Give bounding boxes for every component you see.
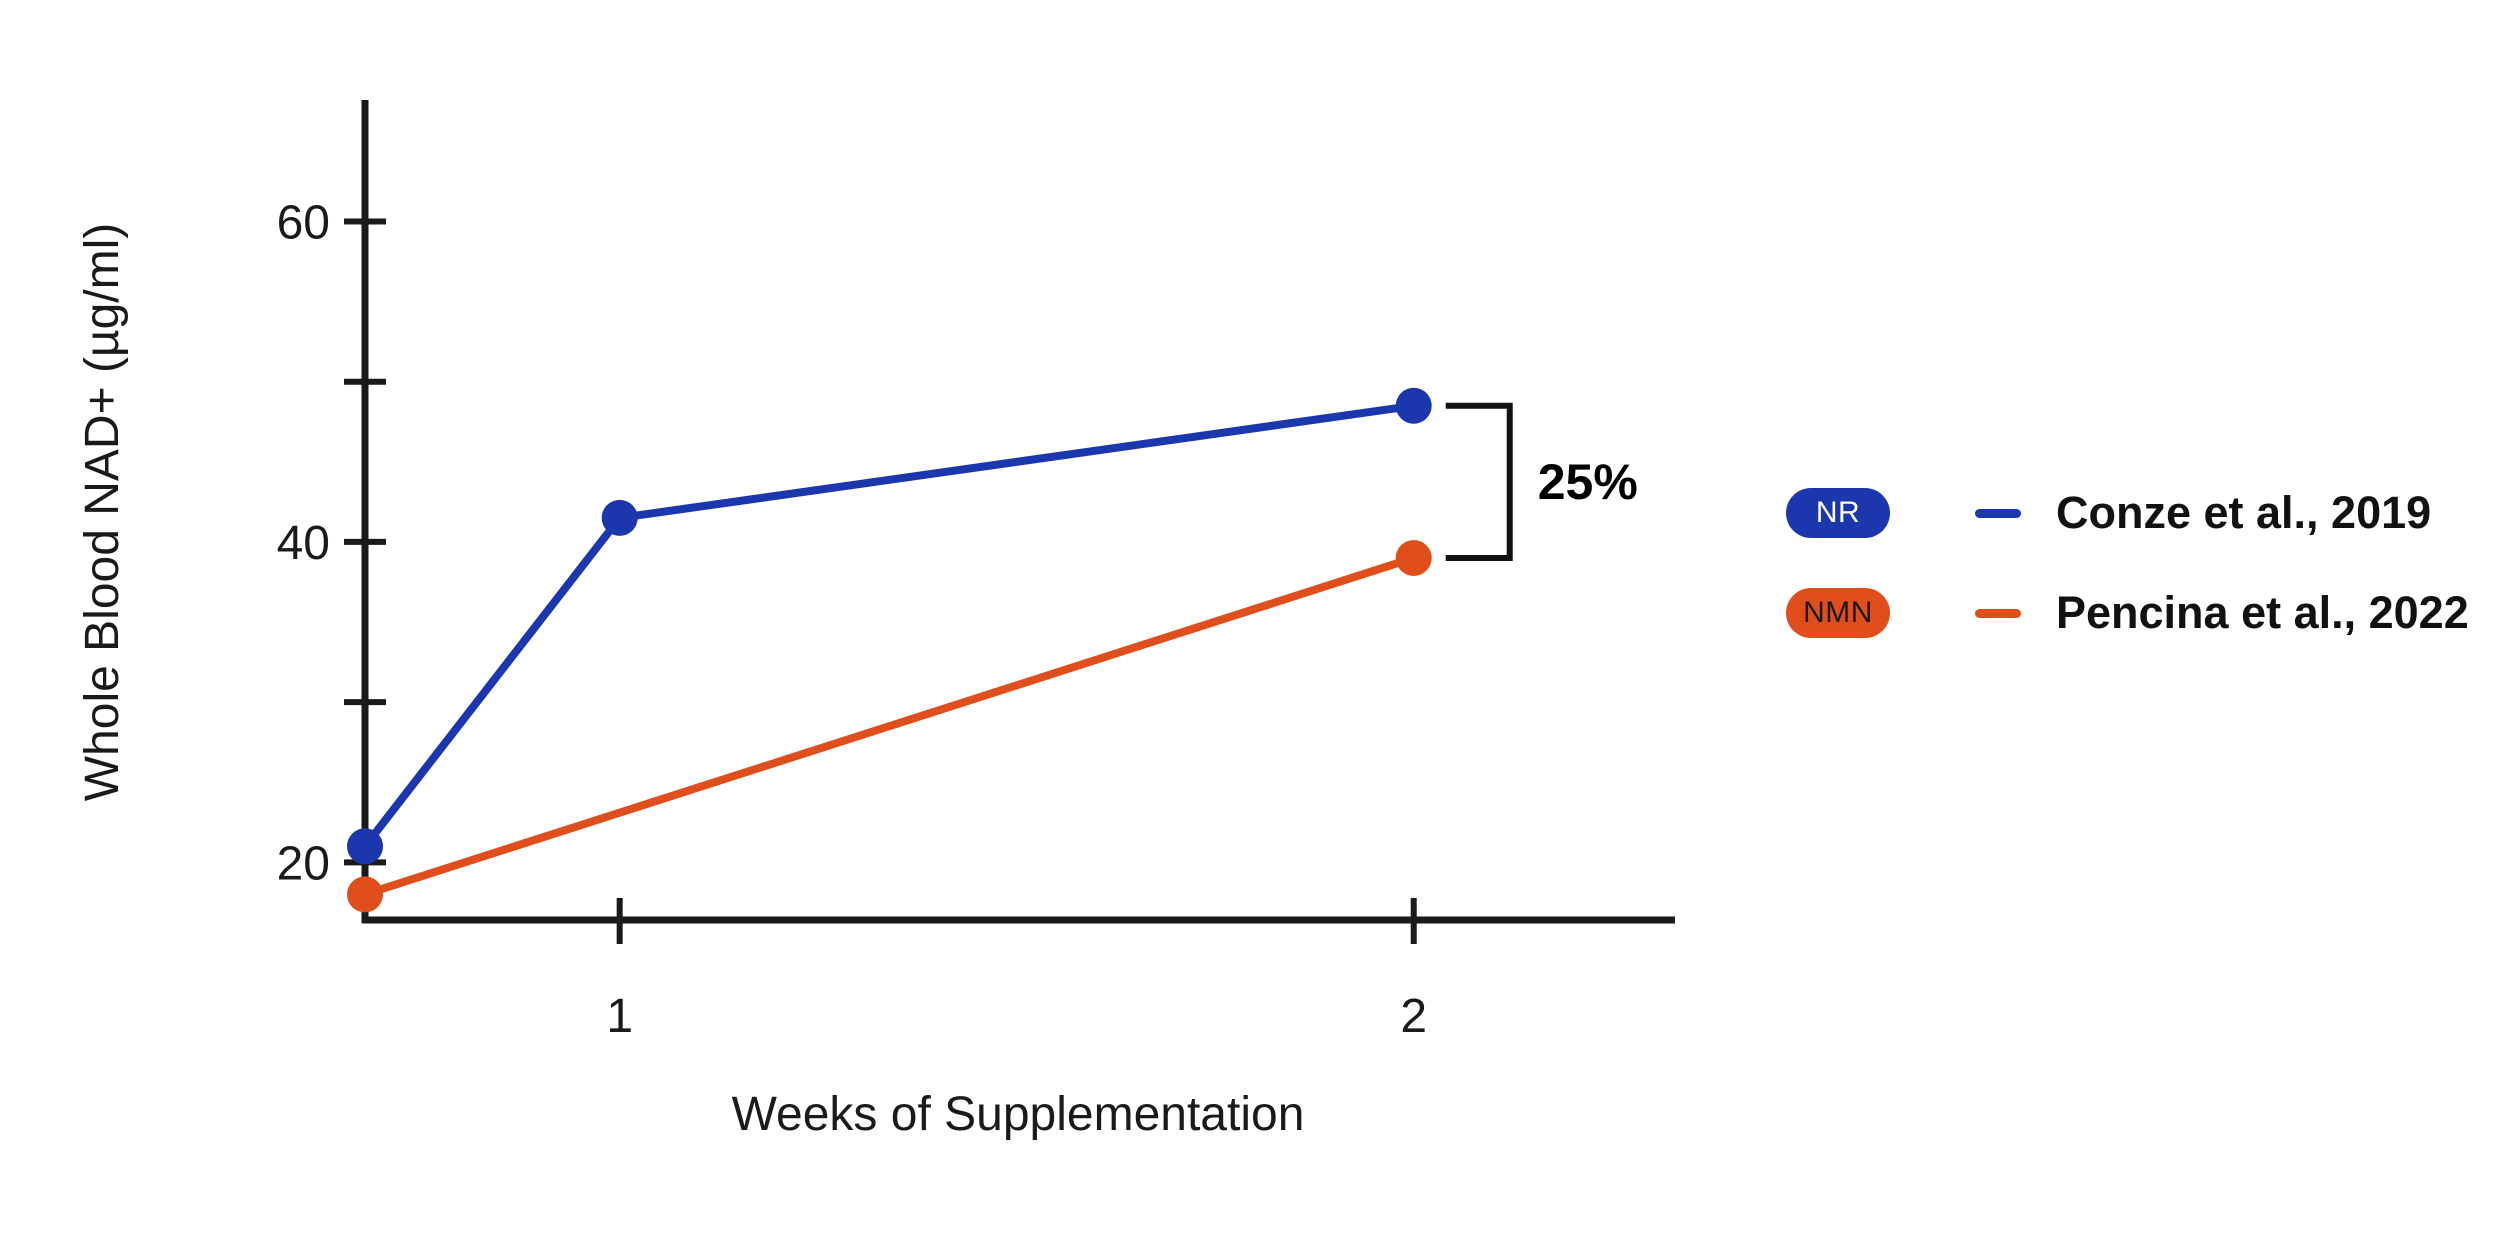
nr-line-swatch [1975, 508, 2021, 518]
legend-item-nr: NR Conze et al., 2019 [1786, 487, 2469, 538]
nmn-line-swatch [1975, 608, 2021, 618]
nmn-badge: NMN [1786, 588, 1890, 638]
nr-badge: NR [1786, 488, 1890, 538]
nr-line [361, 401, 1418, 851]
y-tick-label: 60 [277, 197, 330, 250]
nr-marker-week-0 [347, 828, 383, 865]
chart-legend: NR Conze et al., 2019 NMN Pencina et al.… [1786, 487, 2469, 638]
nr-citation: Conze et al., 2019 [2056, 487, 2432, 538]
nmn-line [361, 553, 1418, 899]
y-axis-title: Whole Blood NAD+ (µg/ml) [76, 223, 129, 802]
y-tick-label: 20 [277, 837, 330, 890]
x-tick-label: 1 [606, 990, 633, 1043]
x-axis-title: Weeks of Supplementation [732, 1088, 1305, 1141]
nr-marker-week-2 [1395, 387, 1432, 424]
x-tick-label: 2 [1400, 990, 1427, 1043]
nmn-citation: Pencina et al., 2022 [2056, 587, 2469, 638]
legend-item-nmn: NMN Pencina et al., 2022 [1786, 587, 2469, 638]
difference-label: 25% [1538, 454, 1638, 510]
difference-bracket [1445, 402, 1513, 561]
nmn-marker-week-2 [1395, 539, 1432, 576]
nr-marker-week-1 [601, 499, 638, 536]
nmn-marker-week-0 [347, 876, 383, 913]
y-tick-label: 40 [277, 517, 330, 570]
